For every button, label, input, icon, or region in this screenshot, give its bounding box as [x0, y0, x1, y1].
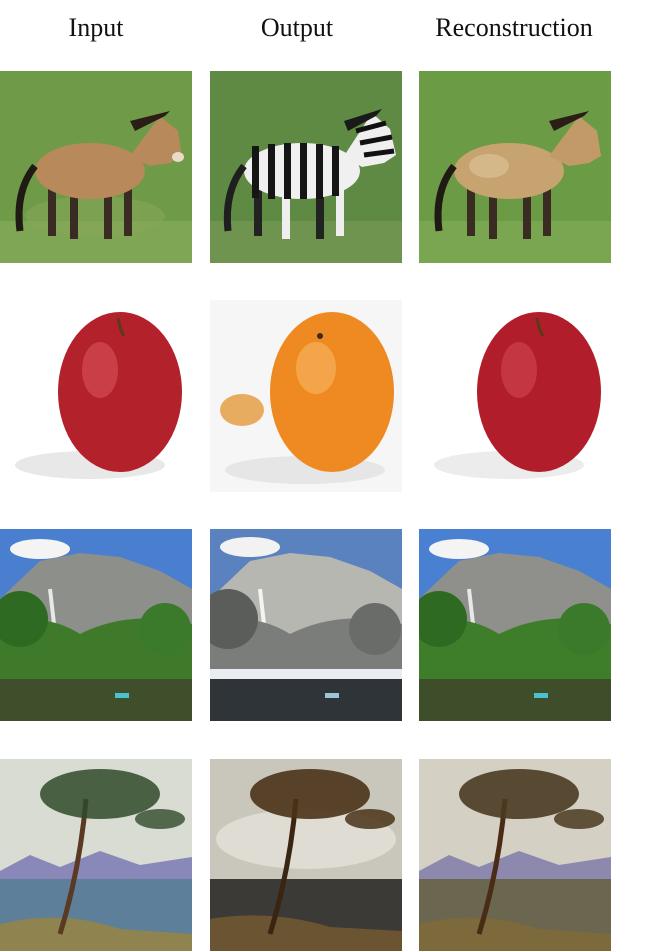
winter-landscape-output-image: [210, 529, 402, 721]
summer-landscape-input-image: [0, 529, 192, 721]
zebra-output-image: [210, 71, 402, 263]
painting-reconstruction-image: [419, 759, 611, 951]
painting-input-illustration: [0, 759, 192, 951]
painting-reconstruction-illustration: [419, 759, 611, 951]
summer-landscape-input-illustration: [0, 529, 192, 721]
painting-input-image: [0, 759, 192, 951]
winter-landscape-output-illustration: [210, 529, 402, 721]
orange-output-illustration: [210, 300, 402, 492]
apple-input-image: [0, 300, 192, 492]
horse-reconstruction-image: [419, 71, 611, 263]
horse-reconstruction-illustration: [419, 71, 611, 263]
painting-output-illustration: [210, 759, 402, 951]
painting-output-image: [210, 759, 402, 951]
summer-landscape-reconstruction-image: [419, 529, 611, 721]
horse-input-illustration: [0, 71, 192, 263]
column-header-output: Output: [260, 13, 334, 42]
orange-output-image: [210, 300, 402, 492]
column-header-input: Input: [68, 13, 124, 42]
apple-reconstruction-image: [419, 300, 611, 492]
zebra-output-illustration: [210, 71, 402, 263]
apple-reconstruction-illustration: [419, 300, 611, 492]
horse-input-image: [0, 71, 192, 263]
apple-input-illustration: [0, 300, 192, 492]
column-header-reconstruction: Reconstruction: [435, 13, 593, 42]
summer-landscape-reconstruction-illustration: [419, 529, 611, 721]
